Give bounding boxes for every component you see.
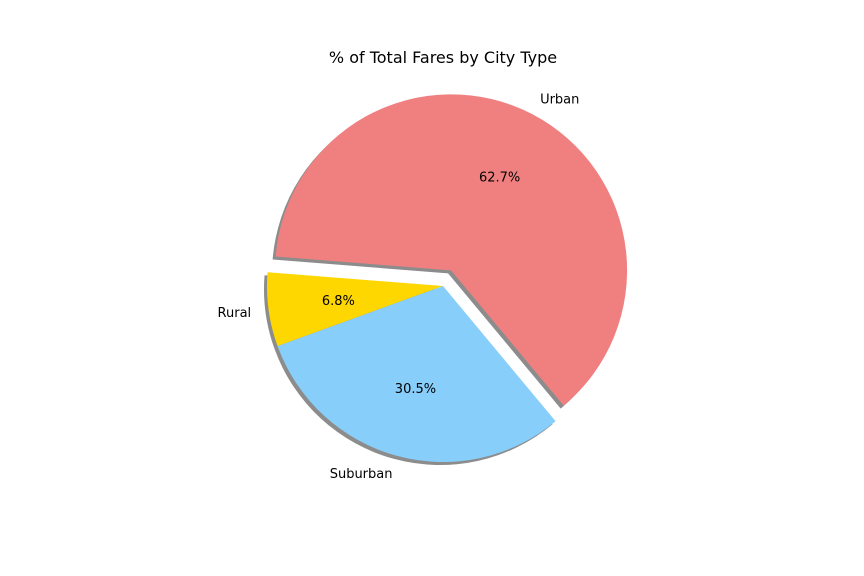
chart-title: % of Total Fares by City Type <box>329 48 557 67</box>
pie-slices <box>267 94 628 462</box>
slice-pct-urban: 62.7% <box>479 171 520 186</box>
slice-labels: Rural 6.8% Suburban 30.5% Urban 62.7% <box>218 92 580 481</box>
slice-rural <box>267 272 443 347</box>
slice-label-urban: Urban <box>540 92 579 107</box>
slice-pct-suburban: 30.5% <box>395 382 436 397</box>
slice-urban <box>275 94 628 406</box>
slice-label-suburban: Suburban <box>330 467 393 482</box>
slice-suburban <box>277 286 556 462</box>
slice-label-rural: Rural <box>218 306 252 321</box>
slice-pct-rural: 6.8% <box>322 294 355 309</box>
